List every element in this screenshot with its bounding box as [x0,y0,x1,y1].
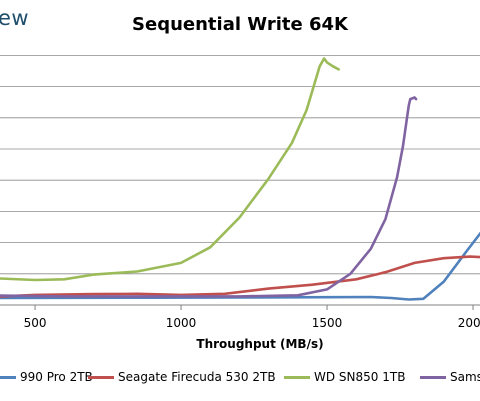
legend-item-samsung: Samsu [420,370,480,384]
legend-swatch [420,375,446,379]
x-axis-label: Throughput (MB/s) [196,337,324,351]
series-line-0 [0,231,480,301]
legend-label: Seagate Firecuda 530 2TB [118,370,276,384]
legend-label: Samsu [450,370,480,384]
legend-label: WD SN850 1TB [314,370,406,384]
series-line-2 [0,57,341,282]
legend-swatch [284,375,310,379]
x-tick-label: 2000 [458,316,480,330]
chart-title: Sequential Write 64K [132,14,348,35]
legend-swatch [88,375,114,379]
legend-label: 990 Pro 2TB [20,370,93,384]
site-logo: ew [0,6,30,30]
x-tick-label: 1500 [312,316,343,330]
series-lines [0,57,480,301]
gridlines [0,55,480,275]
series-line-3 [0,96,418,298]
series-line-1 [0,255,480,298]
x-ticks: 500 1000 1500 2000 [24,305,480,330]
legend-item-990-pro: 990 Pro 2TB [0,370,93,384]
legend: 990 Pro 2TB Seagate Firecuda 530 2TB WD … [0,370,480,390]
legend-item-firecuda: Seagate Firecuda 530 2TB [88,370,276,384]
x-tick-label: 500 [24,316,47,330]
legend-swatch [0,375,16,379]
legend-item-sn850: WD SN850 1TB [284,370,405,384]
x-tick-label: 1000 [166,316,197,330]
